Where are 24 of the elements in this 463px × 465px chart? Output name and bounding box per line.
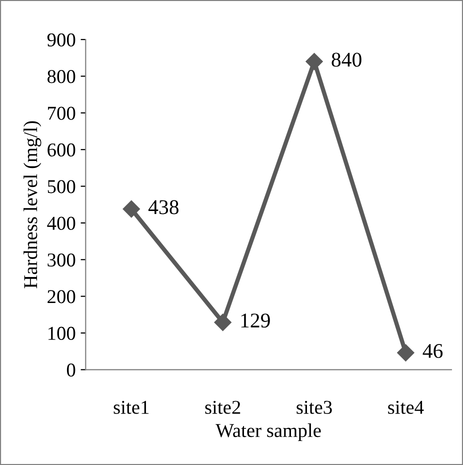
data-label: 840 bbox=[332, 52, 362, 67]
point bbox=[122, 200, 140, 218]
y-tick-label: 600 bbox=[48, 143, 76, 157]
point bbox=[214, 314, 232, 331]
point bbox=[306, 52, 323, 70]
x-axis-title: Water sample bbox=[216, 423, 321, 442]
y-tick-label: 500 bbox=[48, 180, 76, 194]
y-tick-label: 0 bbox=[66, 363, 76, 377]
x-tick-label: site3 bbox=[296, 400, 332, 414]
y-tick-label: 100 bbox=[48, 326, 76, 340]
data-label: 129 bbox=[241, 314, 270, 328]
x-tick-label: site2 bbox=[205, 400, 240, 414]
point bbox=[397, 344, 414, 362]
y-tick-label: 800 bbox=[48, 70, 76, 84]
data-label: 46 bbox=[422, 344, 443, 358]
y-tick-label: 400 bbox=[47, 216, 76, 230]
x-tick-label: site4 bbox=[388, 400, 424, 414]
y-tick-label: 700 bbox=[48, 106, 76, 120]
y-tick-label: 200 bbox=[48, 290, 76, 304]
y-tick-label: 900 bbox=[47, 33, 76, 46]
y-tick-label: 300 bbox=[48, 253, 76, 267]
data-label: 438 bbox=[148, 200, 178, 214]
x-tick-label: site1 bbox=[114, 400, 149, 414]
y-axis-title: Hardness level (mg/l) bbox=[24, 121, 42, 288]
